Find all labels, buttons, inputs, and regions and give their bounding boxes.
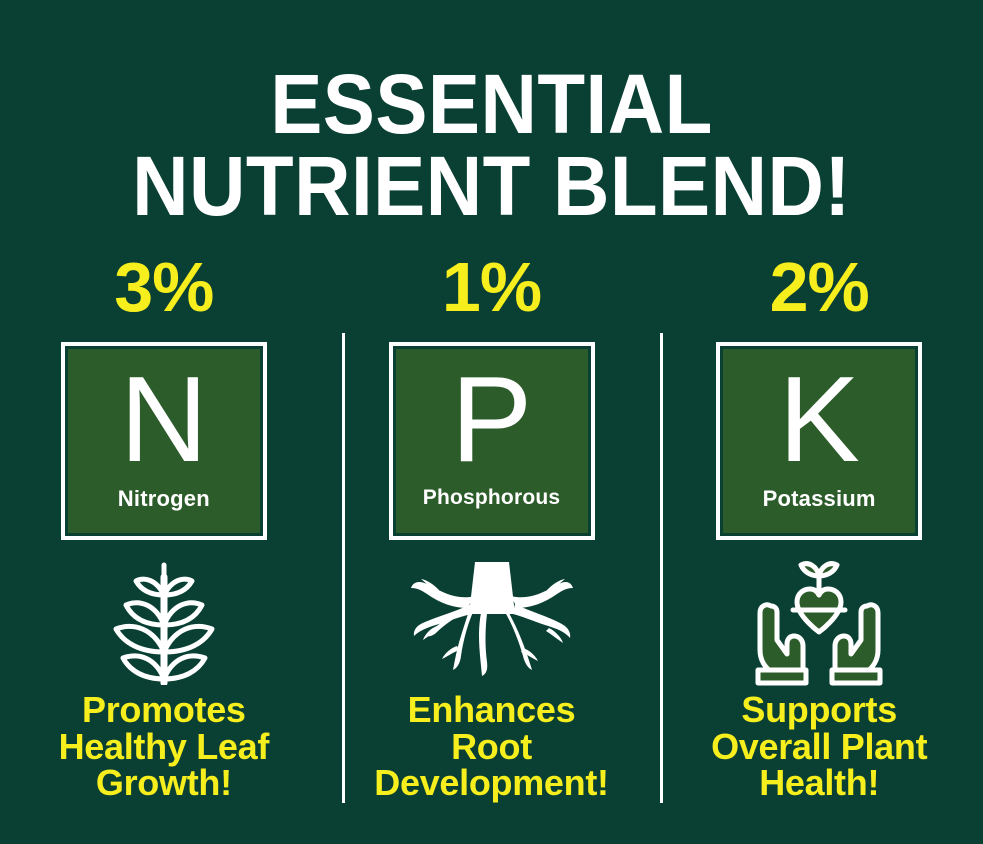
tree-root-icon: [409, 554, 575, 686]
nutrient-card-potassium: K Potassium: [716, 342, 923, 540]
element-symbol-n: N: [119, 351, 208, 487]
hands-heart-plant-icon: [749, 554, 889, 686]
element-name-nitrogen: Nitrogen: [117, 486, 210, 511]
leafy-plant-icon: [102, 554, 226, 686]
element-symbol-k: K: [778, 351, 860, 487]
page-title: ESSENTIAL NUTRIENT BLEND!: [0, 57, 983, 234]
caption-phosphorous: Enhances Root Development!: [374, 689, 609, 804]
element-name-phosphorous: Phosphorous: [422, 486, 561, 509]
nutrient-column-phosphorous: 1% P Phosphorous: [328, 238, 656, 838]
percent-value-nitrogen: 3%: [114, 248, 214, 326]
caption-nitrogen: Promotes Healthy Leaf Growth!: [58, 689, 270, 804]
percent-value-potassium: 2%: [769, 248, 870, 326]
column-divider-1: [342, 333, 345, 803]
nutrient-column-nitrogen: 3% N Nitrogen: [0, 238, 328, 838]
nutrient-column-potassium: 2% K Potassium: [655, 238, 983, 838]
element-name-potassium: Potassium: [762, 486, 876, 511]
column-divider-2: [660, 333, 663, 803]
title-line-2: NUTRIENT BLEND!: [132, 139, 851, 234]
nutrient-columns: 3% N Nitrogen: [0, 238, 983, 838]
title-line-1: ESSENTIAL: [270, 57, 713, 151]
nutrient-card-nitrogen: N Nitrogen: [60, 342, 267, 540]
nutrient-card-phosphorous: P Phosphorous: [388, 342, 595, 540]
element-symbol-p: P: [450, 351, 533, 487]
percent-value-phosphorous: 1%: [441, 248, 542, 326]
caption-potassium: Supports Overall Plant Health!: [711, 689, 928, 804]
